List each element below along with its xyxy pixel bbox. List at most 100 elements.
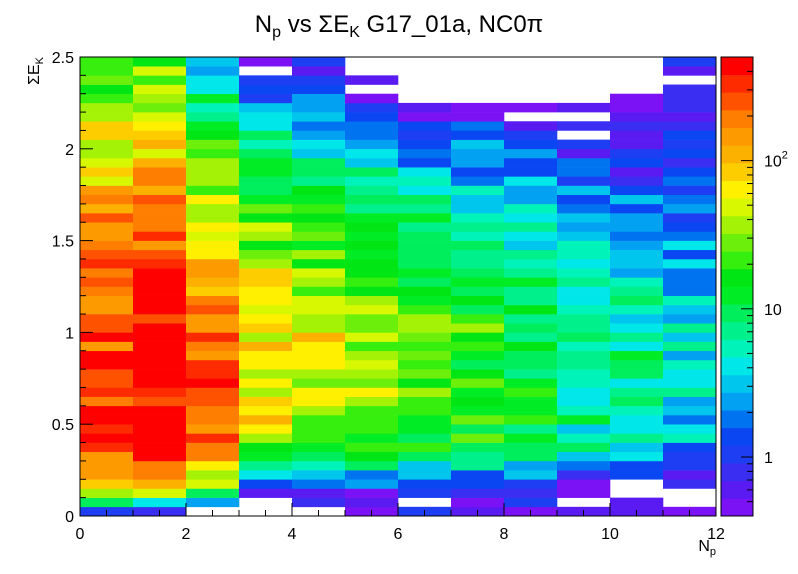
heatmap-cell bbox=[663, 424, 717, 434]
heatmap-cell bbox=[186, 369, 240, 379]
heatmap-cell bbox=[663, 387, 717, 397]
heatmap-cell bbox=[557, 332, 611, 342]
y-label-sub: K bbox=[34, 56, 46, 64]
heatmap-cell bbox=[133, 102, 187, 113]
heatmap-cell bbox=[557, 405, 611, 416]
title-sub2: K bbox=[349, 24, 360, 41]
heatmap-cell bbox=[80, 332, 134, 342]
heatmap-cell bbox=[398, 277, 452, 287]
heatmap-cell bbox=[557, 157, 611, 168]
colorbar-segment bbox=[721, 357, 753, 376]
heatmap-cell bbox=[186, 442, 240, 453]
heatmap-cell bbox=[557, 433, 611, 443]
heatmap-cell bbox=[345, 433, 399, 443]
heatmap-cell bbox=[239, 167, 293, 177]
heatmap-cell bbox=[186, 350, 240, 361]
heatmap-cell bbox=[345, 194, 399, 205]
heatmap-cell bbox=[239, 369, 293, 379]
heatmap-cell bbox=[133, 185, 187, 195]
heatmap-cell bbox=[239, 387, 293, 397]
heatmap-cell bbox=[80, 66, 134, 76]
heatmap-cell bbox=[663, 185, 717, 195]
heatmap-cell bbox=[80, 433, 134, 443]
colorbar-segment bbox=[721, 215, 753, 234]
heatmap-cell bbox=[186, 84, 240, 95]
heatmap-cell bbox=[292, 369, 346, 379]
heatmap-cell bbox=[292, 139, 346, 150]
title-tail: G17_01a, NC0π bbox=[360, 11, 543, 38]
heatmap-cell bbox=[663, 314, 717, 324]
colorbar-segment bbox=[721, 445, 753, 464]
heatmap-cell bbox=[345, 304, 399, 315]
colorbar-segment bbox=[721, 57, 753, 76]
heatmap-cell bbox=[80, 258, 134, 269]
heatmap-cell bbox=[345, 277, 399, 287]
heatmap-cell bbox=[292, 314, 346, 324]
heatmap-cell bbox=[239, 378, 293, 388]
heatmap-cell bbox=[345, 396, 399, 407]
heatmap-cell bbox=[345, 332, 399, 342]
heatmap-cell bbox=[80, 213, 134, 223]
heatmap-cell bbox=[292, 415, 346, 425]
heatmap-cell bbox=[451, 130, 505, 140]
heatmap-cell bbox=[292, 66, 346, 76]
heatmap-cell bbox=[557, 222, 611, 232]
heatmap-cell bbox=[186, 479, 240, 489]
heatmap-cell bbox=[292, 84, 346, 95]
x-tick-label: 0 bbox=[76, 526, 85, 543]
heatmap-cell bbox=[451, 424, 505, 434]
heatmap-cell bbox=[345, 268, 399, 278]
heatmap-cell bbox=[451, 240, 505, 251]
heatmap-cell bbox=[80, 424, 134, 434]
heatmap-cell bbox=[345, 130, 399, 140]
heatmap-cell bbox=[186, 433, 240, 443]
heatmap-cell bbox=[133, 258, 187, 269]
heatmap-cell bbox=[610, 102, 664, 113]
heatmap-cell bbox=[610, 157, 664, 168]
heatmap-cell bbox=[398, 240, 452, 251]
heatmap-cell bbox=[663, 148, 717, 159]
colorbar-segment bbox=[721, 427, 753, 446]
heatmap-cell bbox=[504, 258, 558, 269]
heatmap-cell bbox=[80, 488, 134, 498]
heatmap-cell bbox=[186, 130, 240, 140]
colorbar-segment bbox=[721, 233, 753, 252]
heatmap-cell bbox=[663, 396, 717, 407]
heatmap-cell bbox=[610, 314, 664, 324]
heatmap-cell bbox=[292, 231, 346, 241]
heatmap-cell bbox=[186, 470, 240, 480]
heatmap-cell bbox=[133, 167, 187, 177]
heatmap-cell bbox=[292, 75, 346, 85]
colorbar-tick-label: 1 bbox=[764, 450, 773, 467]
heatmap-cell bbox=[186, 203, 240, 214]
heatmap-cell bbox=[80, 460, 134, 471]
x-tick-label: 12 bbox=[707, 526, 725, 543]
heatmap-cell bbox=[504, 213, 558, 223]
heatmap-cell bbox=[557, 148, 611, 159]
heatmap-cell bbox=[504, 341, 558, 352]
heatmap-cell bbox=[451, 387, 505, 397]
heatmap-cell bbox=[610, 268, 664, 278]
heatmap-cell bbox=[133, 148, 187, 159]
heatmap-cell bbox=[239, 249, 293, 260]
heatmap-cell bbox=[504, 167, 558, 177]
heatmap-cell bbox=[610, 231, 664, 241]
heatmap-cell bbox=[186, 148, 240, 159]
heatmap-cell bbox=[610, 433, 664, 443]
heatmap-cell bbox=[610, 304, 664, 315]
heatmap-cell bbox=[345, 479, 399, 489]
heatmap-cell bbox=[292, 451, 346, 462]
heatmap-cell bbox=[133, 112, 187, 122]
heatmap-cell bbox=[345, 93, 399, 104]
heatmap-cell bbox=[80, 57, 134, 67]
heatmap-cell bbox=[80, 222, 134, 232]
heatmap-cell bbox=[398, 213, 452, 223]
heatmap-cell bbox=[557, 350, 611, 361]
heatmap-cell bbox=[133, 433, 187, 443]
heatmap-cell bbox=[239, 84, 293, 95]
heatmap-cell bbox=[186, 75, 240, 85]
heatmap-cell bbox=[451, 249, 505, 260]
colorbar-segment bbox=[721, 109, 753, 129]
heatmap-cell bbox=[239, 57, 293, 67]
heatmap-cell bbox=[345, 258, 399, 269]
